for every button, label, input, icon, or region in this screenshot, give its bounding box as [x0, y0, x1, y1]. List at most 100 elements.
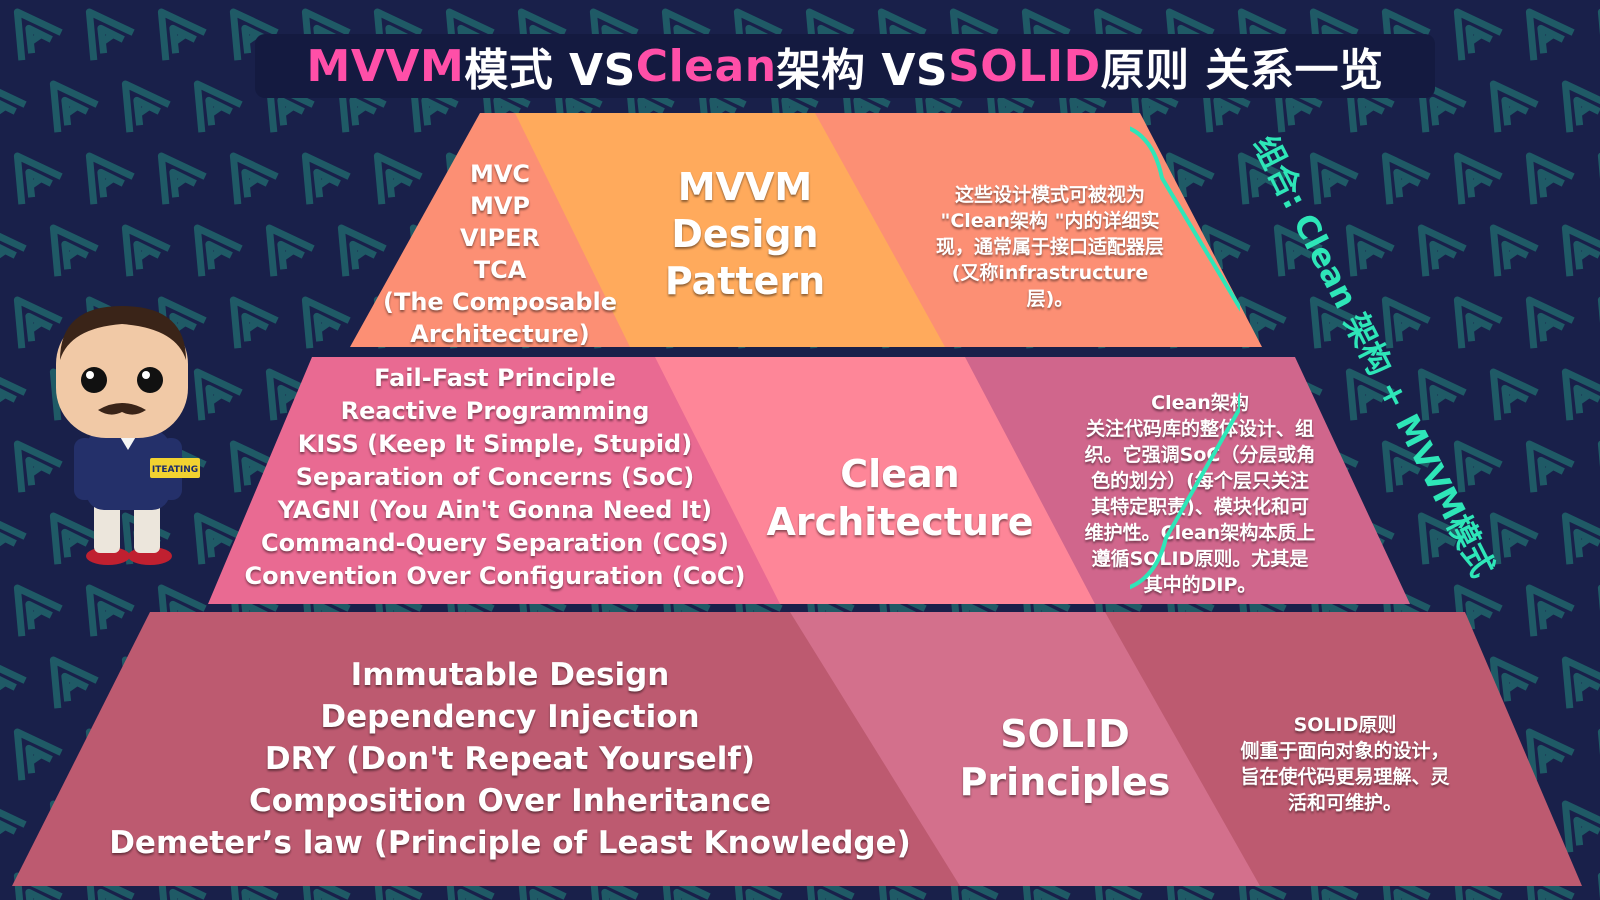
pattern-logo-icon — [49, 224, 99, 277]
pattern-logo-icon — [193, 80, 243, 133]
pattern-logo-icon — [1561, 800, 1600, 853]
list-item: Reactive Programming — [340, 397, 650, 425]
middle-layer-left-panel — [208, 357, 780, 604]
pattern-logo-icon — [1453, 440, 1503, 493]
middle-layer-description: Clean架构 关注代码库的整体设计、组 织。它强调SoC（分层或角 色的划分）… — [1060, 390, 1340, 598]
pattern-logo-icon — [1237, 152, 1287, 205]
pattern-logo-icon — [1309, 296, 1359, 349]
pattern-logo-icon — [13, 728, 63, 781]
title-mvvm: MVVM — [306, 40, 465, 92]
list-item: Immutable Design — [350, 657, 670, 693]
pattern-logo-icon — [0, 800, 27, 853]
pattern-logo-icon — [301, 152, 351, 205]
description-line: 旨在使代码更易理解、灵 — [1240, 766, 1450, 788]
pattern-logo-icon — [49, 80, 99, 133]
pattern-logo-icon — [0, 656, 27, 709]
description-line: 其中的DIP。 — [1143, 574, 1257, 596]
pattern-logo-icon — [1525, 152, 1575, 205]
pattern-logo-icon — [0, 224, 27, 277]
pattern-logo-icon — [1381, 296, 1431, 349]
list-item: Demeter’s law (Principle of Least Knowle… — [109, 825, 911, 861]
brace-path — [1130, 126, 1240, 590]
bottom-layer-description: SOLID原则 侧重于面向对象的设计， 旨在使代码更易理解、灵 活和可维护。 — [1200, 712, 1490, 816]
pattern-logo-icon — [1561, 224, 1600, 277]
pattern-logo-icon — [49, 656, 99, 709]
layer-name-line: Principles — [959, 760, 1171, 804]
list-item: TCA — [473, 256, 527, 284]
pattern-logo-icon — [157, 152, 207, 205]
pattern-logo-icon — [337, 224, 387, 277]
pattern-logo-icon — [229, 152, 279, 205]
description-line: 现，通常属于接口适配器层 — [935, 236, 1164, 258]
pattern-logo-icon — [1417, 368, 1467, 421]
pattern-logo-icon — [157, 8, 207, 61]
pattern-logo-icon — [1525, 440, 1575, 493]
pattern-logo-icon — [373, 152, 423, 205]
list-item: Command-Query Separation (CQS) — [261, 529, 729, 557]
title-overview: 原则 关系一览 — [1100, 45, 1384, 96]
pattern-logo-icon — [1525, 8, 1575, 61]
list-item: Dependency Injection — [320, 699, 700, 735]
pattern-logo-icon — [1561, 512, 1600, 565]
description-line: 活和可维护。 — [1287, 792, 1402, 814]
pattern-logo-icon — [121, 224, 171, 277]
pattern-logo-icon — [1489, 368, 1539, 421]
pattern-logo-icon — [1525, 584, 1575, 637]
description-line: 其特定职责)、模块化和可 — [1091, 496, 1309, 518]
layer-name-line: SOLID — [1000, 712, 1130, 756]
pattern-logo-icon — [193, 368, 243, 421]
title-clean: Clean — [635, 40, 777, 92]
pattern-logo-icon — [1273, 224, 1323, 277]
description-line: "Clean架构 "内的详细实 — [940, 210, 1160, 232]
pattern-logo-icon — [1525, 728, 1575, 781]
list-item: Separation of Concerns (SoC) — [295, 463, 695, 491]
list-item: MVP — [469, 192, 531, 220]
bottom-layer-name: SOLID Principles — [935, 710, 1195, 806]
layer-name-line: MVVM — [677, 165, 813, 209]
description-line: 织。它强调SoC（分层或角 — [1084, 444, 1316, 466]
pattern-logo-icon — [1561, 368, 1600, 421]
pattern-logo-icon — [49, 512, 99, 565]
description-line: 层)。 — [1026, 288, 1074, 310]
bottom-layer-principle-list: Immutable Design Dependency Injection DR… — [50, 654, 970, 864]
top-layer-center-panel — [490, 113, 945, 347]
pattern-logo-icon — [301, 296, 351, 349]
list-item: Architecture) — [410, 320, 590, 348]
pattern-logo-icon — [1453, 296, 1503, 349]
pattern-logo-icon — [13, 584, 63, 637]
list-item: YAGNI (You Ain't Gonna Need It) — [277, 496, 713, 524]
middle-layer-principle-list: Fail-Fast Principle Reactive Programming… — [205, 362, 785, 593]
pattern-logo-icon — [13, 152, 63, 205]
pattern-logo-icon — [1417, 224, 1467, 277]
title-arch-vs: 架构 VS — [776, 45, 949, 96]
figure-card-text: ITEATING — [152, 465, 198, 475]
top-layer-left-panel — [350, 113, 630, 347]
layer-name-line: Design — [671, 212, 819, 256]
list-item: VIPER — [460, 224, 540, 252]
pattern-logo-icon — [85, 8, 135, 61]
pattern-logo-icon — [1453, 8, 1503, 61]
top-layer-name: MVVM Design Pattern — [630, 164, 860, 305]
layer-name-line: Architecture — [766, 500, 1034, 544]
pattern-logo-icon — [0, 368, 27, 421]
pattern-logo-icon — [229, 296, 279, 349]
description-line: Clean架构 — [1151, 392, 1249, 414]
pattern-logo-icon — [1345, 368, 1395, 421]
list-item: Composition Over Inheritance — [248, 783, 771, 819]
pattern-logo-icon — [1453, 152, 1503, 205]
top-layer-pattern-list: MVC MVP VIPER TCA (The Composable Archit… — [380, 158, 620, 350]
pattern-logo-icon — [121, 80, 171, 133]
pattern-logo-icon — [1417, 512, 1467, 565]
pattern-logo-icon — [1489, 224, 1539, 277]
pattern-logo-icon — [1345, 224, 1395, 277]
pattern-logo-icon — [1309, 152, 1359, 205]
bottom-layer-center-panel — [770, 612, 1260, 886]
pattern-logo-icon — [85, 584, 135, 637]
middle-layer-name: Clean Architecture — [750, 450, 1050, 546]
pattern-logo-icon — [193, 512, 243, 565]
description-line: 关注代码库的整体设计、组 — [1085, 418, 1314, 440]
bottom-layer-left-panel — [12, 612, 960, 886]
title-solid: SOLID — [948, 40, 1101, 92]
pattern-logo-icon — [265, 224, 315, 277]
